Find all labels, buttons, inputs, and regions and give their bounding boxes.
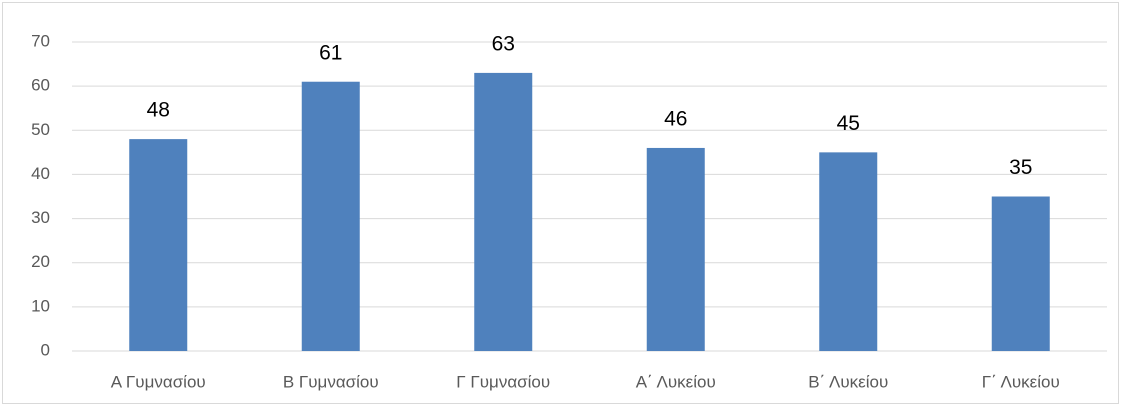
- y-tick-label: 20: [31, 252, 50, 271]
- bar: [646, 147, 705, 351]
- data-label: 35: [1009, 156, 1032, 179]
- bar: [991, 196, 1050, 351]
- bar: [819, 152, 878, 351]
- x-tick-label: Α΄ Λυκείου: [636, 372, 716, 391]
- x-tick-label: Β΄ Λυκείου: [808, 372, 888, 391]
- data-label: 45: [837, 112, 860, 135]
- y-tick-label: 40: [31, 164, 50, 183]
- y-tick-label: 30: [31, 208, 50, 227]
- bar: [301, 81, 360, 351]
- bar: [474, 72, 533, 352]
- y-tick-label: 60: [31, 76, 50, 95]
- y-tick-label: 70: [31, 31, 50, 50]
- y-tick-label: 0: [41, 340, 50, 359]
- data-label: 46: [664, 107, 687, 130]
- data-label: 48: [147, 99, 170, 122]
- y-tick-label: 10: [31, 296, 50, 315]
- x-tick-label: Β Γυμνασίου: [283, 372, 379, 391]
- bar: [129, 139, 188, 351]
- data-label: 61: [319, 41, 342, 64]
- data-label: 63: [492, 32, 515, 55]
- x-tick-label: Α Γυμνασίου: [111, 372, 206, 391]
- x-tick-label: Γ΄ Λυκείου: [982, 372, 1060, 391]
- x-tick-label: Γ Γυμνασίου: [456, 372, 550, 391]
- y-tick-label: 50: [31, 120, 50, 139]
